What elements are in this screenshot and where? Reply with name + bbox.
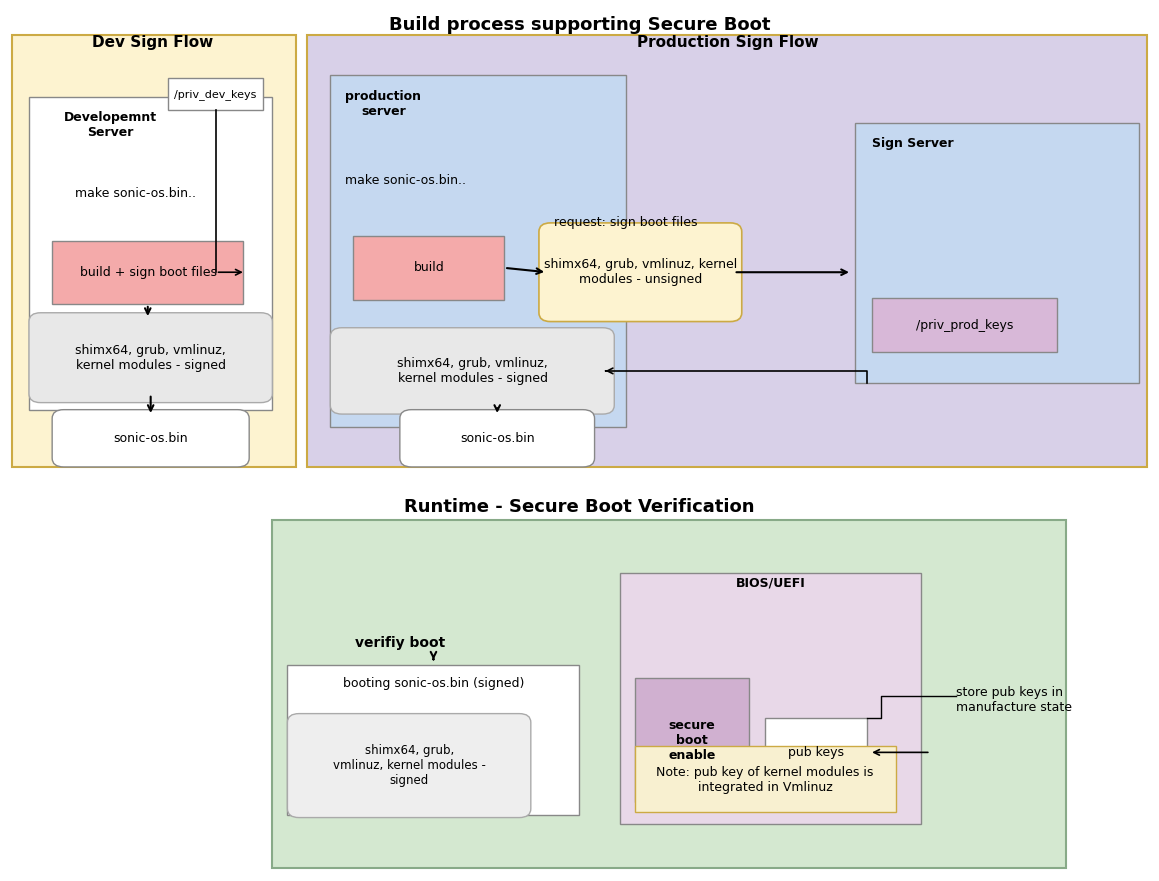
Text: /priv_dev_keys: /priv_dev_keys: [174, 89, 257, 100]
Text: shimx64, grub, vmlinuz,
kernel modules - signed: shimx64, grub, vmlinuz, kernel modules -…: [398, 357, 548, 385]
FancyBboxPatch shape: [168, 78, 263, 110]
Text: Sign Server: Sign Server: [872, 137, 953, 150]
FancyBboxPatch shape: [400, 410, 595, 467]
Text: shimx64, grub, vmlinuz,
kernel modules - signed: shimx64, grub, vmlinuz, kernel modules -…: [75, 344, 226, 372]
Text: BIOS/UEFI: BIOS/UEFI: [736, 577, 806, 589]
Text: pub keys: pub keys: [788, 746, 844, 759]
Text: booting sonic-os.bin (signed): booting sonic-os.bin (signed): [343, 677, 524, 690]
FancyBboxPatch shape: [287, 714, 531, 818]
FancyBboxPatch shape: [12, 35, 296, 467]
Text: /priv_prod_keys: /priv_prod_keys: [916, 319, 1013, 331]
Text: store pub keys in
manufacture state: store pub keys in manufacture state: [956, 686, 1072, 714]
FancyBboxPatch shape: [52, 410, 249, 467]
Text: Dev Sign Flow: Dev Sign Flow: [93, 34, 213, 50]
Text: shimx64, grub,
vmlinuz, kernel modules -
signed: shimx64, grub, vmlinuz, kernel modules -…: [333, 744, 486, 787]
FancyBboxPatch shape: [29, 313, 272, 403]
FancyBboxPatch shape: [330, 75, 626, 427]
FancyBboxPatch shape: [272, 520, 1066, 868]
Text: build: build: [414, 262, 444, 274]
FancyBboxPatch shape: [307, 35, 1147, 467]
Text: sonic-os.bin: sonic-os.bin: [114, 433, 188, 445]
Text: Runtime - Secure Boot Verification: Runtime - Secure Boot Verification: [404, 498, 755, 515]
FancyBboxPatch shape: [872, 298, 1057, 352]
FancyBboxPatch shape: [765, 718, 867, 787]
FancyBboxPatch shape: [635, 678, 749, 802]
Text: shimx64, grub, vmlinuz, kernel
modules - unsigned: shimx64, grub, vmlinuz, kernel modules -…: [545, 258, 737, 286]
FancyBboxPatch shape: [287, 665, 580, 815]
FancyBboxPatch shape: [330, 328, 614, 414]
Text: make sonic-os.bin..: make sonic-os.bin..: [345, 174, 466, 187]
Text: sonic-os.bin: sonic-os.bin: [460, 433, 534, 445]
Text: production
server: production server: [345, 90, 422, 118]
Text: Note: pub key of kernel modules is
integrated in Vmlinuz: Note: pub key of kernel modules is integ…: [656, 766, 874, 794]
FancyBboxPatch shape: [539, 223, 742, 322]
Text: secure
boot
enable: secure boot enable: [669, 719, 715, 761]
FancyBboxPatch shape: [52, 241, 243, 304]
Text: verifiy boot: verifiy boot: [355, 636, 445, 650]
FancyBboxPatch shape: [620, 573, 921, 824]
Text: request: sign boot files: request: sign boot files: [554, 216, 698, 228]
FancyBboxPatch shape: [855, 123, 1139, 383]
Text: build + sign boot files: build + sign boot files: [80, 266, 217, 278]
Text: Developemnt
Server: Developemnt Server: [64, 111, 156, 139]
FancyBboxPatch shape: [353, 236, 504, 300]
FancyBboxPatch shape: [635, 746, 896, 812]
Text: Build process supporting Secure Boot: Build process supporting Secure Boot: [388, 16, 771, 33]
Text: Production Sign Flow: Production Sign Flow: [637, 34, 818, 50]
Text: make sonic-os.bin..: make sonic-os.bin..: [75, 188, 196, 200]
FancyBboxPatch shape: [29, 97, 272, 410]
